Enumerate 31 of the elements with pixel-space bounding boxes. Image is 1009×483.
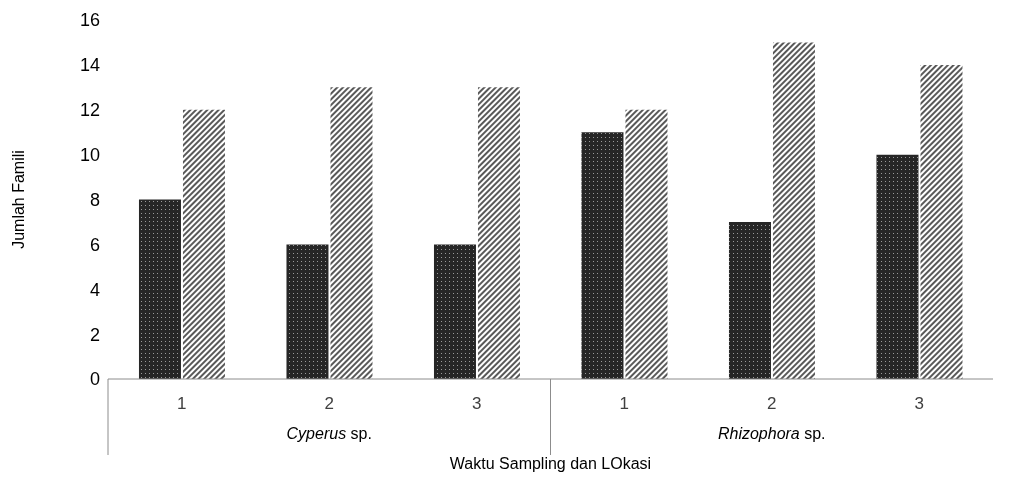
bar bbox=[433, 244, 476, 379]
y-tick-label: 8 bbox=[89, 189, 100, 210]
x-axis-title: Waktu Sampling dan LOkasi bbox=[449, 455, 652, 472]
bar bbox=[625, 109, 668, 379]
x-tick-label: 3 bbox=[914, 394, 924, 413]
x-tick-label: 3 bbox=[472, 394, 482, 413]
bar bbox=[772, 42, 815, 379]
bar bbox=[330, 87, 373, 379]
text: Cyperus sp. bbox=[286, 425, 372, 442]
y-tick-label: 2 bbox=[89, 324, 100, 345]
text: Rhizophora sp. bbox=[717, 425, 826, 442]
bar bbox=[581, 132, 624, 379]
bar bbox=[920, 64, 963, 379]
bar bbox=[477, 87, 520, 379]
y-axis-title: Jumlah Famili bbox=[9, 150, 27, 249]
y-tick-label: 6 bbox=[89, 234, 100, 255]
y-tick-label: 16 bbox=[79, 10, 100, 31]
x-tick-label: 1 bbox=[619, 394, 629, 413]
bar bbox=[876, 154, 919, 379]
bar bbox=[138, 199, 181, 379]
y-tick-label: 14 bbox=[79, 55, 100, 76]
y-tick-label: 0 bbox=[89, 369, 100, 390]
x-tick-label: 2 bbox=[324, 394, 334, 413]
bar bbox=[286, 244, 329, 379]
y-tick-label: 10 bbox=[79, 145, 100, 166]
x-tick-label: 1 bbox=[177, 394, 187, 413]
y-tick-label: 12 bbox=[79, 100, 100, 121]
x-tick-label: 2 bbox=[767, 394, 777, 413]
bar bbox=[728, 221, 771, 379]
bar bbox=[182, 109, 225, 379]
y-tick-label: 4 bbox=[89, 279, 100, 300]
